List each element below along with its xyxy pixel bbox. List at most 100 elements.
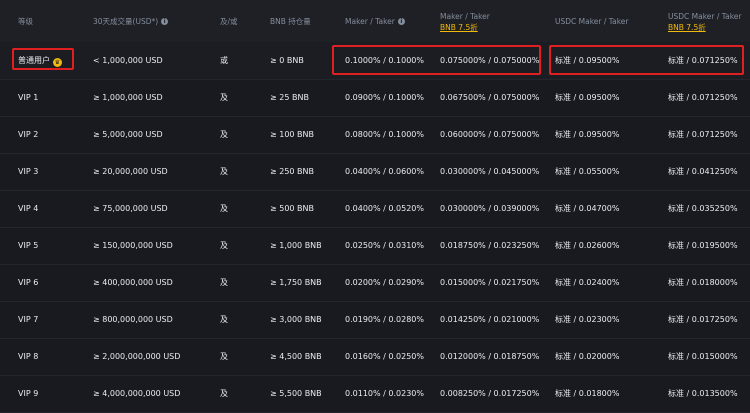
- table-row: VIP 9 ≥ 4,000,000,000 USD 及 ≥ 5,500 BNB 0.01…: [0, 375, 750, 413]
- tier-level-text: VIP 6: [18, 278, 39, 287]
- tier-level-text: VIP 5: [18, 241, 39, 250]
- header-volume-label: 30天成交量(USD*): [93, 17, 159, 26]
- bnb-holding-text: ≥ 5,500 BNB: [270, 389, 322, 398]
- maker-taker-fee-text: 0.0800% / 0.1000%: [345, 130, 424, 139]
- trading-volume: ≥ 75,000,000 USD: [93, 190, 168, 227]
- maker-taker-bnb-fee: 0.067500% / 0.075000%: [440, 79, 539, 116]
- info-icon[interactable]: i: [397, 18, 405, 25]
- tier-level-text: 普通用户: [18, 56, 50, 65]
- usdc-bnb-fee-text: 标准 / 0.071250%: [668, 130, 738, 139]
- header-maker-taker-bnb: Maker / Taker BNB 7.5折: [440, 11, 490, 33]
- header-volume: 30天成交量(USD*) i: [93, 16, 169, 27]
- maker-taker-bnb-fee: 0.075000% / 0.075000%: [440, 42, 539, 79]
- header-usdc-maker-taker: USDC Maker / Taker: [555, 17, 629, 26]
- usdc-bnb-fee-text: 标准 / 0.017250%: [668, 315, 738, 324]
- usdc-fee-text: 标准 / 0.02300%: [555, 315, 620, 324]
- table-row: VIP 1 ≥ 1,000,000 USD 及 ≥ 25 BNB 0.0900% / 0…: [0, 79, 750, 117]
- maker-taker-fee: 0.0900% / 0.1000%: [345, 79, 424, 116]
- highlight-box-usdc-fees: [549, 45, 744, 75]
- header-maker-taker-bnb-label: Maker / Taker: [440, 12, 490, 21]
- maker-taker-bnb-fee-text: 0.015000% / 0.021750%: [440, 278, 540, 287]
- and-or-text: 及: [220, 167, 228, 176]
- usdc-bnb-fee: 标准 / 0.019500%: [668, 227, 738, 264]
- usdc-bnb-fee: 标准 / 0.071250%: [668, 42, 738, 79]
- usdc-fee-text: 标准 / 0.02600%: [555, 241, 620, 250]
- maker-taker-bnb-fee-text: 0.030000% / 0.039000%: [440, 204, 540, 213]
- bnb-holding-text: ≥ 0 BNB: [270, 56, 304, 65]
- maker-taker-bnb-fee: 0.012000% / 0.018750%: [440, 338, 539, 375]
- usdc-fee-text: 标准 / 0.02400%: [555, 278, 620, 287]
- usdc-fee: 标准 / 0.04700%: [555, 190, 619, 227]
- usdc-bnb-fee: 标准 / 0.041250%: [668, 153, 738, 190]
- bnb-holding-text: ≥ 1,750 BNB: [270, 278, 322, 287]
- usdc-fee-text: 标准 / 0.09500%: [555, 130, 620, 139]
- bnb-holding: ≥ 100 BNB: [270, 116, 314, 153]
- usdc-bnb-fee-text: 标准 / 0.041250%: [668, 167, 738, 176]
- trading-volume-text: ≥ 1,000,000 USD: [93, 93, 163, 102]
- usdc-bnb-fee: 标准 / 0.017250%: [668, 301, 738, 338]
- usdc-fee: 标准 / 0.09500%: [555, 42, 619, 79]
- table-row: VIP 4 ≥ 75,000,000 USD 及 ≥ 500 BNB 0.0400% /…: [0, 190, 750, 228]
- header-usdc-maker-taker-bnb: USDC Maker / Taker BNB 7.5折: [668, 11, 742, 33]
- usdc-bnb-fee: 标准 / 0.013500%: [668, 375, 738, 412]
- tier-level: 普通用户 ♛: [18, 42, 62, 79]
- trading-volume-text: ≥ 800,000,000 USD: [93, 315, 173, 324]
- bnb-holding: ≥ 1,750 BNB: [270, 264, 322, 301]
- bnb-holding-text: ≥ 1,000 BNB: [270, 241, 322, 250]
- highlight-box-level: [12, 48, 74, 70]
- usdc-fee-text: 标准 / 0.05500%: [555, 167, 620, 176]
- maker-taker-fee: 0.0250% / 0.0310%: [345, 227, 424, 264]
- usdc-bnb-fee-text: 标准 / 0.071250%: [668, 56, 738, 65]
- and-or-text: 或: [220, 56, 228, 65]
- and-or: 及: [220, 375, 228, 412]
- tier-level: VIP 1: [18, 79, 38, 116]
- usdc-bnb-fee-text: 标准 / 0.015000%: [668, 352, 738, 361]
- trading-volume-text: ≥ 20,000,000 USD: [93, 167, 168, 176]
- maker-taker-fee-text: 0.0160% / 0.0250%: [345, 352, 424, 361]
- trading-volume: ≥ 4,000,000,000 USD: [93, 375, 180, 412]
- table-row: VIP 3 ≥ 20,000,000 USD 及 ≥ 250 BNB 0.0400% /…: [0, 153, 750, 191]
- and-or-text: 及: [220, 389, 228, 398]
- maker-taker-bnb-fee-text: 0.018750% / 0.023250%: [440, 241, 540, 250]
- bnb-discount-link[interactable]: BNB 7.5折: [668, 23, 706, 32]
- bnb-holding-text: ≥ 3,000 BNB: [270, 315, 322, 324]
- trading-volume-text: ≥ 2,000,000,000 USD: [93, 352, 181, 361]
- trading-volume-text: < 1,000,000 USD: [93, 56, 163, 65]
- maker-taker-fee-text: 0.0200% / 0.0290%: [345, 278, 424, 287]
- usdc-fee-text: 标准 / 0.01800%: [555, 389, 620, 398]
- info-icon[interactable]: i: [161, 18, 169, 25]
- and-or-text: 及: [220, 130, 228, 139]
- usdc-fee: 标准 / 0.05500%: [555, 153, 619, 190]
- maker-taker-bnb-fee-text: 0.008250% / 0.017250%: [440, 389, 540, 398]
- bnb-discount-link[interactable]: BNB 7.5折: [440, 23, 478, 32]
- tier-level: VIP 9: [18, 375, 38, 412]
- maker-taker-fee-text: 0.0250% / 0.0310%: [345, 241, 424, 250]
- maker-taker-bnb-fee-text: 0.030000% / 0.045000%: [440, 167, 540, 176]
- usdc-fee-text: 标准 / 0.09500%: [555, 93, 620, 102]
- maker-taker-fee-text: 0.0400% / 0.0600%: [345, 167, 424, 176]
- bnb-holding: ≥ 1,000 BNB: [270, 227, 322, 264]
- and-or: 及: [220, 227, 228, 264]
- bnb-holding-text: ≥ 25 BNB: [270, 93, 309, 102]
- usdc-bnb-fee-text: 标准 / 0.019500%: [668, 241, 738, 250]
- maker-taker-bnb-fee: 0.060000% / 0.075000%: [440, 116, 539, 153]
- tier-level-text: VIP 3: [18, 167, 39, 176]
- trading-volume-text: ≥ 75,000,000 USD: [93, 204, 168, 213]
- usdc-fee: 标准 / 0.02300%: [555, 301, 619, 338]
- usdc-fee: 标准 / 0.02000%: [555, 338, 619, 375]
- table-row: VIP 2 ≥ 5,000,000 USD 及 ≥ 100 BNB 0.0800% / …: [0, 116, 750, 154]
- usdc-fee-text: 标准 / 0.02000%: [555, 352, 620, 361]
- maker-taker-bnb-fee-text: 0.067500% / 0.075000%: [440, 93, 540, 102]
- maker-taker-bnb-fee-text: 0.012000% / 0.018750%: [440, 352, 540, 361]
- and-or: 及: [220, 338, 228, 375]
- trading-volume: ≥ 5,000,000 USD: [93, 116, 163, 153]
- and-or-text: 及: [220, 93, 228, 102]
- maker-taker-bnb-fee-text: 0.014250% / 0.021000%: [440, 315, 540, 324]
- and-or-text: 及: [220, 204, 228, 213]
- bnb-holding-text: ≥ 500 BNB: [270, 204, 315, 213]
- and-or: 及: [220, 190, 228, 227]
- usdc-bnb-fee: 标准 / 0.071250%: [668, 116, 738, 153]
- trading-volume-text: ≥ 150,000,000 USD: [93, 241, 173, 250]
- table-row: VIP 8 ≥ 2,000,000,000 USD 及 ≥ 4,500 BNB 0.01…: [0, 338, 750, 376]
